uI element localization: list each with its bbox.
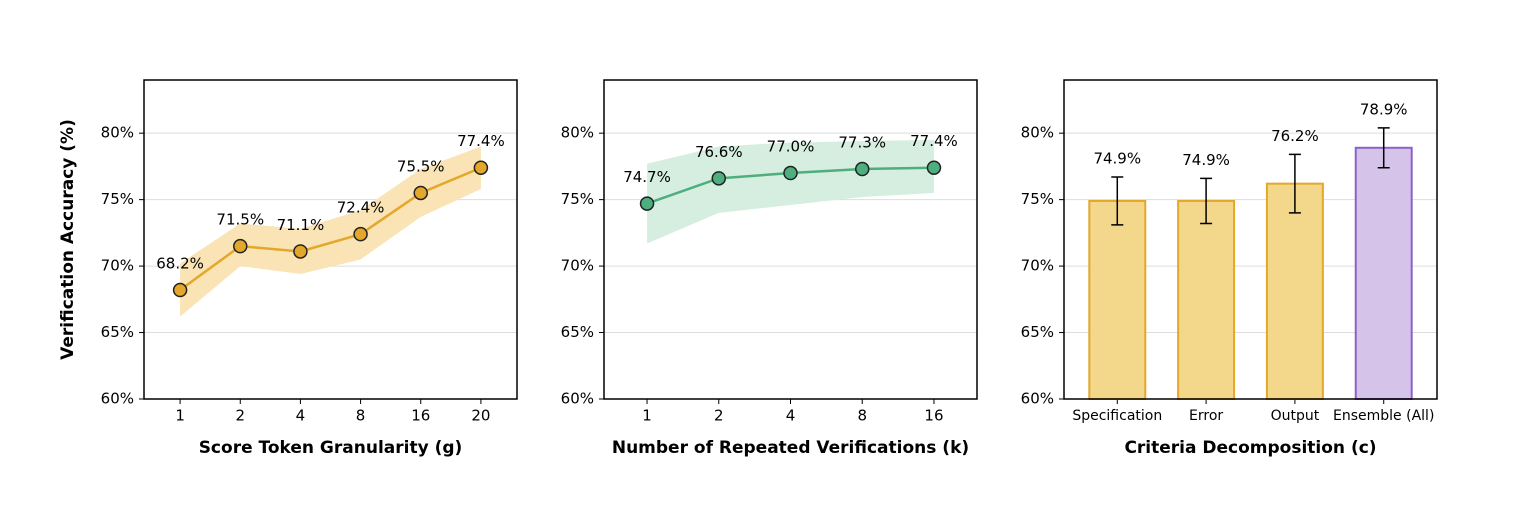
bar (1088, 199, 1147, 400)
value-label: 74.7% (623, 168, 671, 186)
y-tick-label: 80% (101, 124, 134, 142)
y-tick-label: 60% (561, 390, 594, 408)
x-tick-label: 16 (924, 407, 943, 425)
plot-frame (1063, 79, 1438, 400)
y-tick-label: 80% (561, 124, 594, 142)
x-tick-label: Output (1271, 408, 1320, 424)
value-label: 77.4% (457, 132, 505, 150)
value-label: 77.0% (767, 138, 815, 156)
y-tick-label: 75% (101, 190, 134, 208)
x-axis-label: Number of Repeated Verifications (k) (612, 438, 969, 458)
error-bar (1288, 153, 1301, 214)
point (783, 165, 798, 181)
y-tick-label: 80% (1021, 124, 1054, 142)
point (854, 161, 870, 177)
plot-frame (603, 79, 978, 400)
y-tick-label: 70% (561, 257, 594, 275)
value-label: 75.5% (397, 157, 445, 175)
value-label: 68.2% (156, 255, 204, 273)
value-label: 74.9% (1093, 150, 1141, 168)
point (353, 226, 368, 242)
y-tick-label: 60% (1021, 390, 1054, 408)
bar (1265, 182, 1324, 400)
y-tick-label: 65% (561, 323, 594, 341)
y-tick-label: 65% (1021, 323, 1054, 341)
y-tick-label: 70% (101, 257, 134, 275)
point (413, 185, 428, 201)
y-tick-label: 75% (561, 190, 594, 208)
point (172, 282, 188, 298)
bar (1177, 199, 1236, 400)
line (179, 166, 482, 292)
value-label: 72.4% (337, 199, 385, 217)
x-tick-label: Specification (1072, 408, 1162, 424)
y-tick-label: 70% (1021, 257, 1054, 275)
x-tick-label: 1 (642, 407, 652, 425)
x-tick-label: 2 (235, 407, 245, 425)
value-label: 74.9% (1182, 151, 1230, 169)
value-label: 77.4% (910, 132, 958, 150)
x-tick-label: 16 (411, 407, 430, 425)
value-label: 76.6% (695, 143, 743, 161)
x-axis-label: Score Token Granularity (g) (199, 438, 463, 458)
x-tick-label: 8 (356, 407, 366, 425)
point (639, 196, 655, 211)
x-tick-label: 8 (857, 407, 867, 425)
x-tick-label: Error (1189, 408, 1223, 424)
y-tick-label: 65% (101, 323, 134, 341)
y-axis-label: Verification Accuracy (%) (58, 119, 78, 360)
confidence-band (180, 146, 481, 317)
y-tick-label: 75% (1021, 190, 1054, 208)
x-tick-label: 20 (471, 407, 490, 425)
x-tick-label: 4 (786, 407, 796, 425)
plot-frame (143, 79, 518, 400)
y-tick-label: 60% (101, 390, 134, 408)
value-label: 71.1% (277, 216, 325, 234)
error-bar (1200, 177, 1213, 225)
value-label: 78.9% (1360, 100, 1408, 118)
value-label: 71.5% (216, 211, 264, 229)
bar (1354, 146, 1413, 400)
value-label: 77.3% (838, 134, 886, 152)
x-axis-label: Criteria Decomposition (c) (1124, 438, 1376, 458)
x-tick-label: 2 (714, 407, 724, 425)
point (233, 238, 248, 254)
error-bar (1111, 176, 1124, 226)
error-bar (1377, 127, 1390, 169)
x-tick-label: 1 (175, 407, 185, 425)
point (926, 160, 942, 175)
x-tick-label: 4 (296, 407, 306, 425)
value-label: 76.2% (1271, 127, 1319, 145)
point (293, 244, 308, 259)
x-tick-label: Ensemble (All) (1333, 408, 1434, 424)
point (473, 160, 489, 175)
point (711, 171, 727, 186)
